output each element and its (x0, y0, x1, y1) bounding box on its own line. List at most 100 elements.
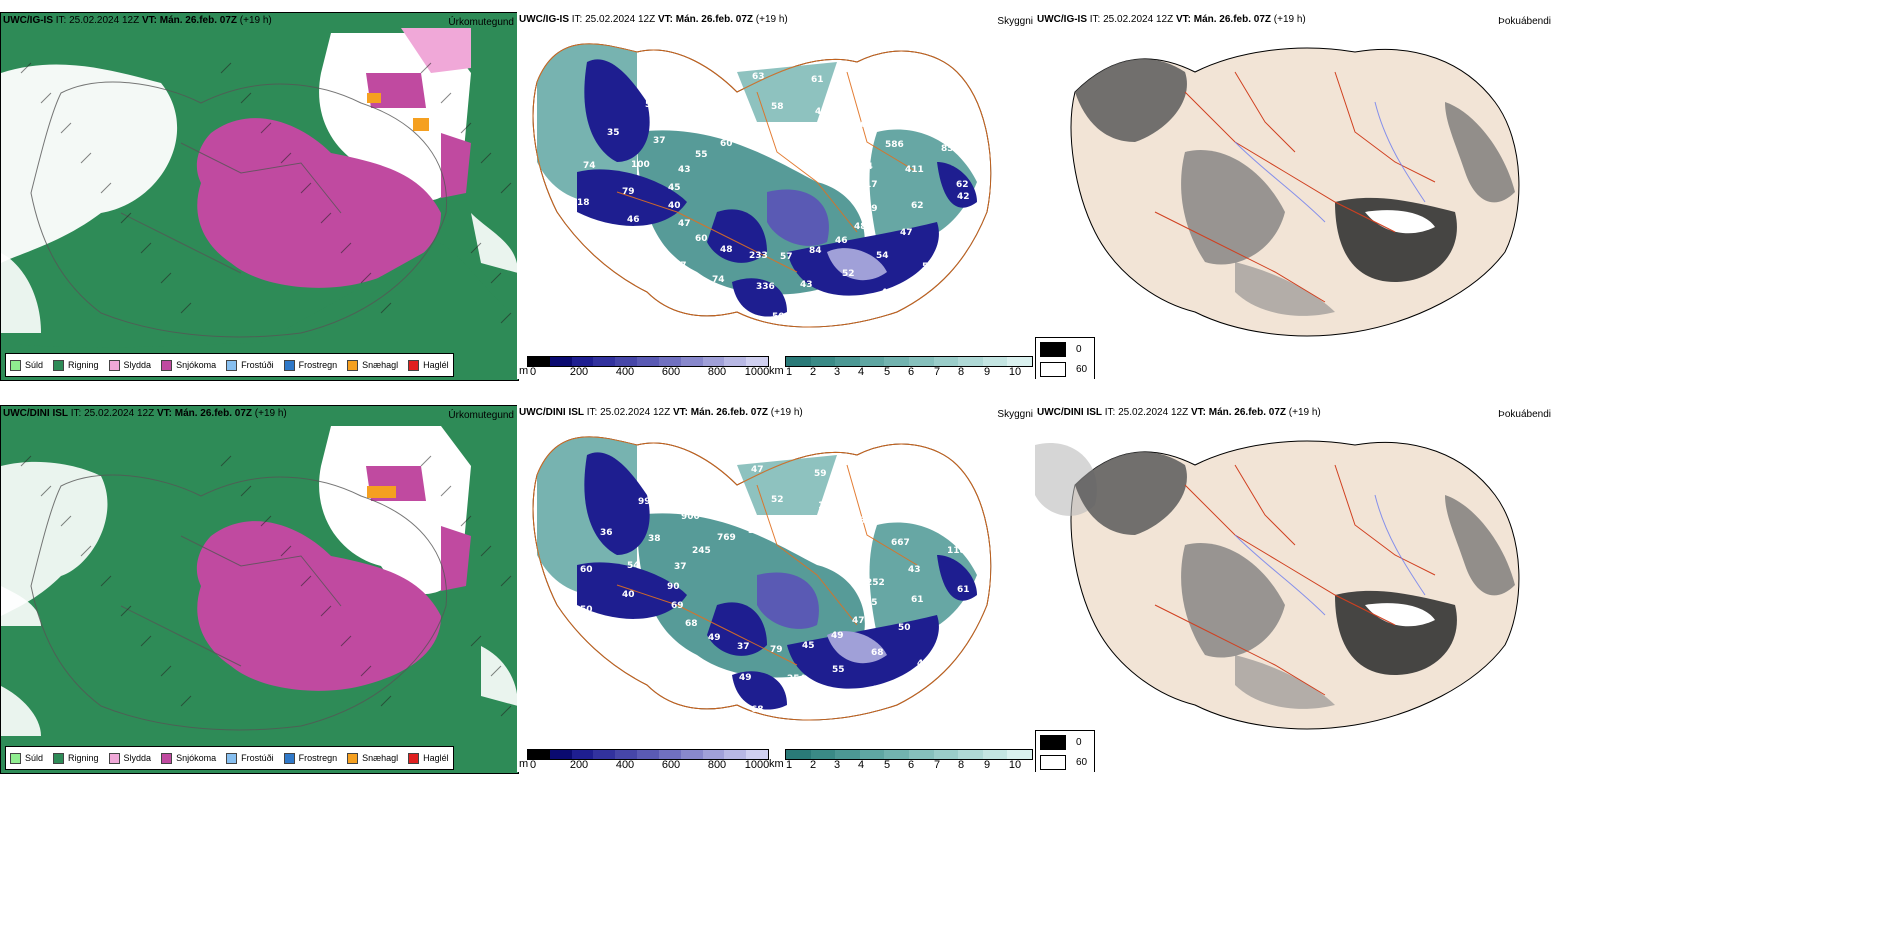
visibility-value-label: 43 (881, 288, 894, 298)
lead-time: (+19 h) (254, 408, 287, 419)
ceiling-tick: 200 (569, 366, 589, 378)
vt-label: VT: (141, 15, 157, 26)
visibility-value-label: 36 (600, 528, 613, 538)
panel-header: UWC/IG-IS IT: 25.02.2024 12Z VT: Mán. 26… (519, 14, 788, 25)
legend-label: Frostúði (241, 360, 274, 370)
visibility-value-label: 17 (865, 180, 878, 190)
legend-item: Súld (10, 359, 43, 371)
visibility-value-label: 48 (720, 245, 733, 255)
legend-label: Súld (25, 753, 44, 763)
visibility-value-label: 52 (829, 305, 842, 315)
legend-swatch (53, 752, 65, 764)
visibility-value-label: 54 (814, 701, 827, 711)
vt-value: Mán. 26.feb. 07Z (174, 408, 252, 419)
visibility-value-label: 45 (658, 644, 671, 654)
visibility-value-label: 37 (674, 562, 687, 572)
lead-time: (+19 h) (770, 407, 803, 418)
legend-label: Snjókoma (176, 360, 217, 370)
visibility-value-label: 263 (910, 113, 929, 123)
visibility-value-label: 49 (708, 633, 721, 643)
visibility-value-label: 84 (809, 246, 822, 256)
precip-type-map (1, 406, 518, 773)
visibility-value-label: 70 (857, 559, 870, 569)
legend-swatch (108, 359, 120, 371)
visibility-value-label: 43 (908, 565, 921, 575)
visibility-value-label: 55 (695, 150, 708, 160)
visibility-value-label: 50 (948, 228, 961, 238)
visibility-value-label: 57 (661, 292, 674, 302)
visibility-value-label: 46 (871, 685, 884, 695)
legend-label: Slydda (123, 753, 152, 763)
visibility-tick: 7 (933, 759, 941, 771)
legend-swatch (226, 752, 238, 764)
visibility-value-label: 59 (865, 204, 878, 214)
visibility-tick: 1 (785, 759, 793, 771)
visibility-value-label: 769 (717, 533, 736, 543)
visibility-value-label: 74 (583, 161, 596, 171)
visibility-value-label: 63 (752, 72, 765, 82)
visibility-value-label: 79 (770, 645, 783, 655)
legend-label: Snæhagl (362, 753, 399, 763)
vt-label: VT: (1190, 407, 1206, 418)
panel-title: Úrkomutegund (448, 410, 514, 421)
visibility-value-label: 233 (749, 251, 768, 261)
visibility-value-label: 42 (957, 192, 970, 202)
visibility-colorbar: km 1 2 3 4 5 6 7 8 9 10 (769, 749, 1033, 772)
legend-swatch (10, 752, 21, 764)
visibility-value-label: 100 (631, 160, 650, 170)
visibility-tick: 3 (833, 759, 841, 771)
fog-legend-row: 60 (1040, 755, 1087, 770)
panel-header: UWC/IG-IS IT: 25.02.2024 12Z VT: Mán. 26… (1037, 14, 1306, 25)
legend-item: Haglél (408, 359, 449, 371)
fog-map (1070, 47, 1520, 337)
visibility-value-label: 50 (748, 526, 761, 536)
visibility-value-label: 59 (780, 132, 793, 142)
visibility-value-label: 51 (645, 100, 658, 110)
it-label: IT: (571, 14, 583, 25)
visibility-value-label: 46 (835, 236, 848, 246)
visibility-map (532, 436, 992, 721)
precip-legend: Súld Rigning Slydda Snjókoma Frostúði Fr… (5, 353, 454, 377)
visibility-value-label: 60 (695, 234, 708, 244)
lead-time: (+19 h) (755, 14, 788, 25)
legend-label: Frostúði (241, 753, 274, 763)
fog-legend: 0 60 (1035, 337, 1095, 379)
legend-item: Snæhagl (347, 752, 399, 764)
it-value: 25.02.2024 12Z (585, 14, 656, 25)
visibility-value-label: 819 (859, 516, 878, 526)
visibility-value-label: 69 (671, 601, 684, 611)
ceiling-tick: 600 (661, 759, 681, 771)
visibility-value-label: 61 (811, 75, 824, 85)
visibility-value-label: 48 (917, 659, 930, 669)
visibility-colorbar-strip (785, 356, 1033, 367)
visibility-value-label: 60 (720, 139, 733, 149)
visibility-unit: km (769, 758, 784, 770)
ceiling-tick: 0 (529, 759, 537, 771)
visibility-tick: 8 (957, 759, 965, 771)
visibility-value-label: 857 (941, 144, 960, 154)
legend-label: Rigning (68, 360, 99, 370)
ceiling-tick: 600 (661, 366, 681, 378)
vt-label: VT: (156, 408, 172, 419)
visibility-value-label: 38 (648, 534, 661, 544)
visibility-value-label: 336 (756, 282, 775, 292)
visibility-value-label: 263 (854, 120, 873, 130)
legend-item: Frostúði (226, 752, 274, 764)
visibility-label-layer: 42 62 59 50 47 48 52 54 46 43 52 84 52 43 57 50 336 233 38… (517, 12, 1035, 352)
visibility-value-label: 52 (842, 269, 855, 279)
legend-swatch (10, 359, 21, 371)
legend-label: Slydda (123, 360, 152, 370)
panel-title: Þokuábendi (1498, 409, 1551, 420)
visibility-value-label: 61 (911, 595, 924, 605)
fog-panel-ig: UWC/IG-IS IT: 25.02.2024 12Z VT: Mán. 26… (1035, 12, 1555, 379)
visibility-value-label: 37 (653, 136, 666, 146)
visibility-value-label: 265 (726, 106, 745, 116)
visibility-value-label: 303 (917, 511, 936, 521)
visibility-value-label: 334 (854, 162, 873, 172)
lead-time: (+19 h) (239, 15, 272, 26)
model-name: UWC/IG-IS (1037, 14, 1087, 25)
vt-value: Mán. 26.feb. 07Z (1208, 407, 1286, 418)
visibility-tick: 10 (1008, 759, 1022, 771)
legend-swatch (161, 752, 173, 764)
visibility-tick: 2 (809, 366, 817, 378)
